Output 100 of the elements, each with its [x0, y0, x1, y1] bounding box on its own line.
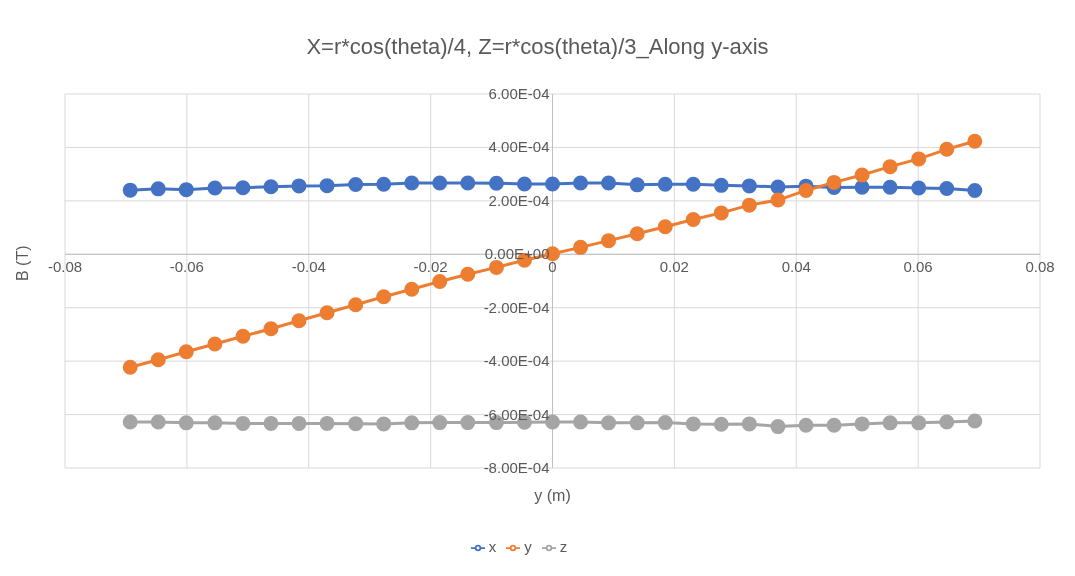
point — [601, 233, 617, 249]
point — [460, 415, 476, 431]
point — [376, 176, 392, 192]
point — [319, 305, 335, 321]
point — [488, 259, 504, 275]
y-tick-label: 4.00E-04 — [488, 138, 550, 156]
point — [122, 182, 138, 198]
x-tick-label: -0.06 — [169, 258, 204, 276]
point — [573, 175, 589, 191]
point — [882, 179, 898, 195]
point — [854, 167, 870, 183]
point — [376, 289, 392, 305]
point — [516, 176, 532, 192]
x-tick-label: 0.06 — [903, 258, 933, 276]
point — [235, 328, 251, 344]
point — [741, 416, 757, 432]
point — [432, 415, 448, 431]
point — [657, 219, 673, 235]
y-tick-label: 6.00E-04 — [488, 85, 550, 102]
point — [122, 359, 138, 375]
point — [235, 180, 251, 196]
point — [657, 176, 673, 192]
y-tick-label: 2.00E-04 — [488, 191, 550, 209]
point — [376, 416, 392, 432]
point — [432, 175, 448, 191]
point — [629, 226, 645, 242]
legend-label: x — [488, 538, 497, 555]
point — [348, 416, 364, 432]
point — [150, 181, 166, 197]
x-tick-label: -0.02 — [413, 258, 448, 276]
point — [263, 415, 279, 431]
point — [798, 417, 814, 433]
point — [967, 133, 983, 149]
point — [348, 177, 364, 193]
point — [348, 297, 364, 313]
y-tick-label: -2.00E-04 — [483, 298, 550, 316]
point — [798, 182, 814, 198]
point — [911, 415, 927, 431]
point — [404, 281, 420, 297]
x-tick-label: -0.08 — [47, 258, 83, 276]
y-axis-title: B (T) — [13, 245, 31, 281]
point — [685, 176, 701, 192]
point — [460, 266, 476, 282]
x-tick-label: 0.04 — [781, 258, 811, 276]
point — [685, 416, 701, 432]
point — [741, 197, 757, 213]
point — [967, 413, 983, 429]
point — [291, 415, 307, 431]
y-tick-label: -6.00E-04 — [483, 405, 550, 423]
x-tick-label: 0 — [548, 258, 557, 276]
point — [629, 415, 645, 431]
point — [939, 181, 955, 197]
point — [601, 415, 617, 431]
point — [601, 175, 617, 191]
point — [939, 414, 955, 430]
point — [235, 415, 251, 431]
point — [713, 205, 729, 221]
point — [545, 176, 560, 192]
point — [150, 352, 166, 368]
point — [770, 419, 786, 435]
legend-label: y — [524, 538, 532, 555]
point — [573, 239, 589, 255]
point — [826, 174, 842, 190]
x-axis-title: y (m) — [534, 487, 571, 505]
x-tick-label: 0.02 — [659, 258, 689, 276]
point — [404, 415, 420, 431]
point — [263, 321, 279, 337]
point — [854, 416, 870, 432]
x-tick-label: -0.04 — [291, 258, 326, 276]
point — [854, 179, 870, 195]
point — [770, 192, 786, 208]
point — [882, 159, 898, 175]
point — [460, 175, 476, 191]
point — [573, 414, 589, 430]
x-tick-label: 0.08 — [1025, 258, 1055, 276]
point — [178, 344, 194, 360]
point — [178, 415, 194, 431]
point — [939, 141, 955, 157]
legend-label: z — [559, 538, 568, 555]
point — [629, 177, 645, 193]
point — [713, 416, 729, 432]
point — [207, 336, 223, 352]
point — [488, 175, 504, 191]
point — [150, 414, 166, 430]
point — [319, 415, 335, 431]
point — [741, 178, 757, 194]
point — [911, 180, 927, 196]
point — [911, 151, 927, 167]
point — [967, 182, 983, 198]
y-tick-label: -8.00E-04 — [483, 459, 550, 476]
y-tick-label: -4.00E-04 — [483, 352, 550, 370]
point — [770, 179, 786, 195]
point — [432, 274, 448, 290]
point — [657, 415, 673, 431]
point — [882, 415, 898, 431]
point — [826, 417, 842, 433]
point — [404, 175, 420, 191]
point — [685, 212, 701, 228]
point — [291, 313, 307, 329]
point — [178, 182, 194, 198]
